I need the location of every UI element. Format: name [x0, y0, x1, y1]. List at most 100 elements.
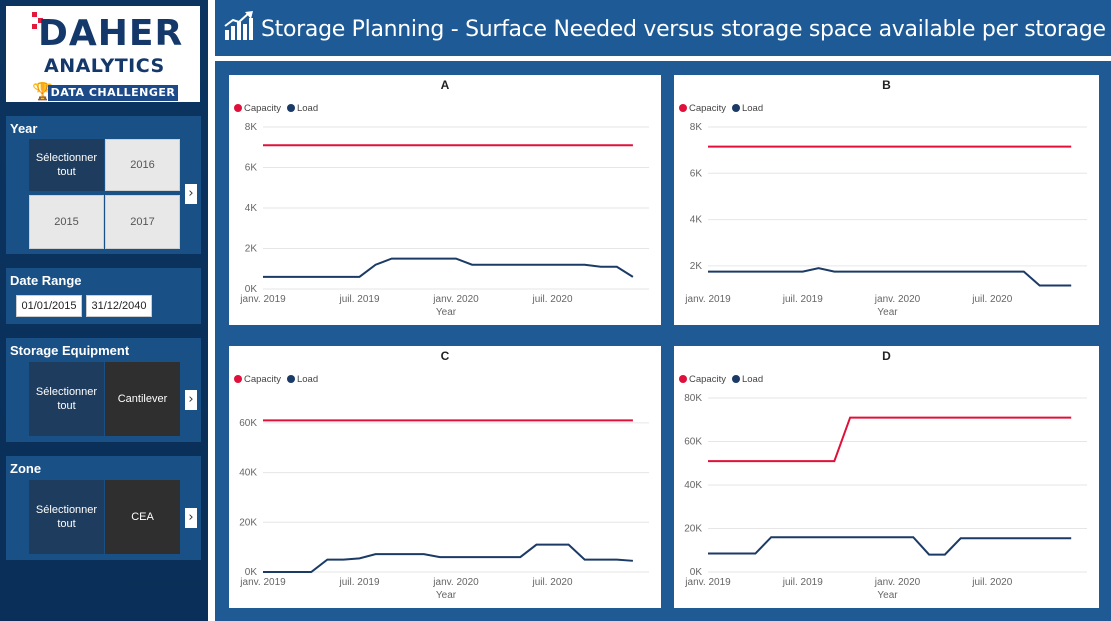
zone-cea-tile[interactable]: CEA	[105, 480, 180, 554]
chart-svg: 0K 20K 40K 60K 80K janv. 2019 juil. 2019 janv. …	[684, 393, 1087, 601]
chart-title: B	[882, 78, 891, 92]
y-tick-label: 60K	[684, 437, 702, 448]
legend-load[interactable]: Load	[286, 103, 318, 114]
chart-title: A	[440, 78, 450, 92]
storage-equipment-title: Storage Equipment	[10, 343, 130, 358]
zone-slicer: Zone Sélectionner tout CEA ›	[6, 456, 201, 560]
y-tick-label: 20K	[239, 517, 257, 528]
x-tick-label: janv. 2019	[239, 577, 286, 588]
date-range-slicer: Date Range 01/01/2015 31/12/2040	[6, 268, 201, 324]
legend-load[interactable]: Load	[286, 374, 318, 385]
legend-capacity[interactable]: Capacity	[234, 103, 281, 114]
report-header: Storage Planning - Surface Needed versus…	[215, 0, 1111, 56]
logo-square-mark	[32, 24, 37, 29]
y-tick-label: 40K	[239, 468, 257, 479]
x-tick-label: janv. 2019	[684, 294, 731, 305]
y-tick-label: 80K	[684, 393, 702, 404]
logo-square-mark	[32, 12, 37, 17]
legend-capacity[interactable]: Capacity	[679, 103, 726, 114]
x-axis-label: Year	[436, 307, 457, 318]
series-line-load[interactable]	[263, 543, 633, 573]
legend-load[interactable]: Load	[731, 103, 763, 114]
y-tick-label: 2K	[690, 261, 703, 272]
series-line-capacity[interactable]	[708, 416, 1072, 463]
x-tick-label: janv. 2019	[684, 577, 731, 588]
y-tick-label: 6K	[690, 168, 703, 179]
chart-legend: Capacity Load	[679, 103, 763, 114]
equipment-select-all-tile[interactable]: Sélectionner tout	[29, 362, 104, 436]
trophy-icon: 🏆	[32, 82, 54, 101]
x-tick-label: juil. 2019	[338, 294, 379, 305]
filter-sidebar: DAHER ANALYTICS 🏆 DATA CHALLENGER Year S…	[0, 0, 208, 621]
year-2016-tile[interactable]: 2016	[105, 139, 180, 191]
page-title: Storage Planning - Surface Needed versus…	[261, 17, 1111, 42]
year-2017-tile[interactable]: 2017	[105, 195, 180, 249]
logo-square-mark	[38, 18, 43, 23]
storage-equipment-slicer: Storage Equipment Sélectionner tout Cant…	[6, 338, 201, 442]
sidebar-divider	[208, 0, 215, 621]
chart-panel-a: A Capacity Load 0K 2K 4K 6K 8K janv. 2019 juil…	[229, 75, 661, 325]
x-tick-label: juil. 2019	[782, 294, 823, 305]
chevron-right-icon[interactable]: ›	[185, 390, 197, 410]
legend-capacity[interactable]: Capacity	[679, 374, 726, 385]
chart-svg: 0K 20K 40K 60K janv. 2019 juil. 2019 janv. 202…	[239, 418, 649, 601]
y-tick-label: 8K	[245, 122, 258, 133]
legend-capacity[interactable]: Capacity	[234, 374, 281, 385]
series-line-load[interactable]	[708, 267, 1072, 287]
chart-title: D	[882, 349, 891, 363]
chart-growth-icon	[224, 11, 253, 40]
zone-select-all-tile[interactable]: Sélectionner tout	[29, 480, 104, 554]
logo-data-challenger-badge: DATA CHALLENGER	[48, 85, 178, 101]
year-select-all-tile[interactable]: Sélectionner tout	[29, 139, 104, 191]
x-tick-label: juil. 2020	[971, 577, 1012, 588]
y-tick-label: 2K	[245, 244, 258, 255]
year-2015-tile[interactable]: 2015	[29, 195, 104, 249]
y-tick-label: 0K	[245, 284, 258, 295]
y-tick-label: 0K	[245, 567, 258, 578]
y-tick-label: 20K	[684, 524, 702, 535]
x-tick-label: janv. 2020	[432, 577, 479, 588]
year-slicer: Year Sélectionner tout 2016 2015 2017 ›	[6, 116, 201, 254]
logo-daher-text: DAHER	[38, 13, 184, 54]
chart-panel-b: B Capacity Load 2K 4K 6K 8K janv. 2019 juil. …	[674, 75, 1099, 325]
series-line-load[interactable]	[263, 257, 634, 278]
chart-svg: 0K 2K 4K 6K 8K janv. 2019 juil. 2019 janv. 2020…	[239, 122, 649, 318]
end-date-input[interactable]: 31/12/2040	[86, 295, 152, 317]
date-range-title: Date Range	[10, 273, 82, 288]
chart-panel-d: D Capacity Load 0K 20K 40K 60K 80K janv. 2019…	[674, 346, 1099, 608]
series-line-load[interactable]	[708, 536, 1072, 556]
x-tick-label: juil. 2019	[782, 577, 823, 588]
daher-analytics-logo: DAHER ANALYTICS 🏆 DATA CHALLENGER	[6, 6, 200, 102]
y-tick-label: 40K	[684, 480, 702, 491]
year-slicer-title: Year	[10, 121, 38, 136]
y-tick-label: 8K	[690, 122, 703, 133]
x-axis-label: Year	[877, 307, 898, 318]
x-tick-label: juil. 2020	[531, 294, 572, 305]
start-date-input[interactable]: 01/01/2015	[16, 295, 82, 317]
logo-analytics-text: ANALYTICS	[44, 55, 165, 77]
chart-legend: Capacity Load	[234, 103, 318, 114]
chart-legend: Capacity Load	[679, 374, 763, 385]
x-tick-label: janv. 2020	[874, 577, 921, 588]
y-tick-label: 4K	[690, 215, 703, 226]
y-tick-label: 4K	[245, 203, 258, 214]
chevron-right-icon[interactable]: ›	[185, 184, 197, 204]
y-tick-label: 0K	[690, 567, 703, 578]
x-tick-label: janv. 2019	[239, 294, 286, 305]
chart-panel-c: C Capacity Load 0K 20K 40K 60K janv. 2019 jui…	[229, 346, 661, 608]
chevron-right-icon[interactable]: ›	[185, 508, 197, 528]
y-tick-label: 60K	[239, 418, 257, 429]
x-tick-label: juil. 2019	[338, 577, 379, 588]
x-axis-label: Year	[877, 590, 898, 601]
y-tick-label: 6K	[245, 163, 258, 174]
zone-title: Zone	[10, 461, 42, 476]
x-axis-label: Year	[436, 590, 457, 601]
chart-title: C	[440, 349, 450, 363]
x-tick-label: janv. 2020	[432, 294, 479, 305]
header-separator	[215, 56, 1111, 61]
x-tick-label: janv. 2020	[874, 294, 921, 305]
x-tick-label: juil. 2020	[531, 577, 572, 588]
equipment-cantilever-tile[interactable]: Cantilever	[105, 362, 180, 436]
x-tick-label: juil. 2020	[971, 294, 1012, 305]
legend-load[interactable]: Load	[731, 374, 763, 385]
